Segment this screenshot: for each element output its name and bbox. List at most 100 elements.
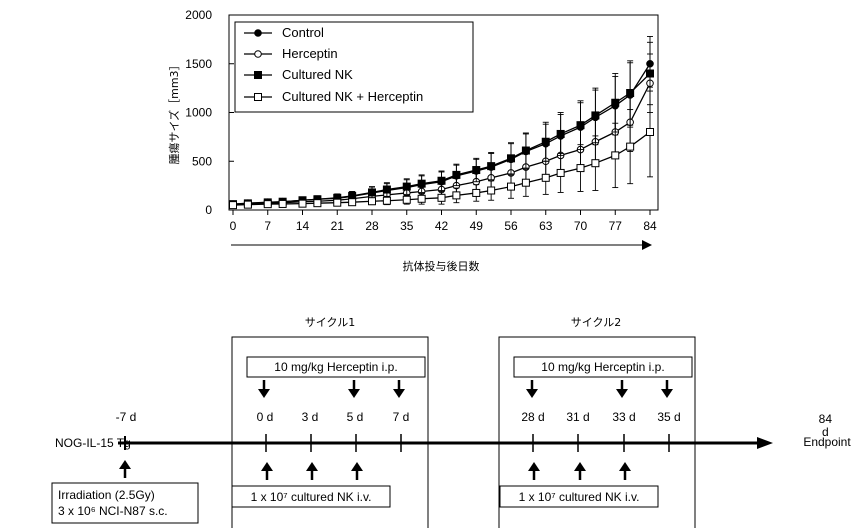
day-label: 33 d [612, 410, 635, 424]
data-point [646, 69, 654, 78]
x-tick-label: 35 [400, 219, 414, 233]
y-tick-label: 500 [192, 154, 212, 168]
series-cultured-nk-herceptin [229, 86, 654, 210]
data-point [229, 201, 237, 210]
x-tick-label: 49 [470, 219, 484, 233]
data-point [591, 111, 600, 120]
day-label: 5 d [347, 410, 364, 424]
y-tick-label: 2000 [185, 8, 212, 22]
day-label: 28 d [521, 410, 544, 424]
cycle-1-nk-label: 1 x 10⁷ cultured NK i.v. [251, 490, 372, 504]
x-tick-label: 21 [331, 219, 345, 233]
data-point [298, 199, 307, 208]
legend-label-control: Control [282, 25, 324, 40]
timeline-ticks [124, 434, 670, 452]
data-point [626, 142, 635, 151]
down-arrow-icon [393, 389, 405, 398]
x-tick-label: 56 [504, 219, 518, 233]
data-point [437, 193, 446, 202]
start-day-label: -7 d [116, 410, 137, 424]
legend-item-control: Control [244, 25, 324, 40]
cycle-1-title: サイクル1 [305, 316, 355, 329]
data-point [611, 98, 620, 107]
endpoint-unit: d [822, 425, 829, 439]
down-arrow-icon [661, 389, 673, 398]
tumor-growth-chart: 0 500 1000 1500 2000 0 7 14 21 28 35 42 49 56 63 70 77 8… [167, 8, 659, 273]
data-point [521, 178, 530, 187]
data-point [333, 198, 342, 207]
x-tick-label: 0 [230, 219, 237, 233]
data-point [472, 166, 481, 175]
legend-marker-filled-circle [254, 29, 262, 37]
data-point [278, 199, 287, 208]
data-point [452, 191, 461, 200]
irradiation-box [51, 482, 199, 524]
data-point [591, 159, 600, 168]
data-point [348, 198, 357, 207]
x-tick-label: 42 [435, 219, 449, 233]
x-tick-label: 84 [643, 219, 657, 233]
cycle-2-nk-label: 1 x 10⁷ cultured NK i.v. [519, 490, 640, 504]
legend-box [234, 21, 474, 113]
down-arrow-icon [616, 389, 628, 398]
data-point [541, 137, 550, 146]
cycle-1-nk-box [231, 485, 391, 508]
legend: Control Herceptin Cultured NK Cultured N… [234, 21, 474, 113]
cycle-1-nk-arrows [261, 462, 363, 480]
cycle-2-herceptin-arrows [526, 380, 673, 398]
data-point [646, 128, 654, 136]
day-label: 0 d [257, 410, 274, 424]
up-arrow-icon [306, 462, 318, 471]
cycle-2-nk-arrows [528, 462, 631, 480]
legend-label-cultured-nk-herceptin: Cultured NK + Herceptin [282, 89, 423, 104]
up-arrow-icon [119, 460, 131, 469]
data-point [576, 164, 585, 173]
x-axis-label: 抗体投与後日数 [403, 259, 480, 273]
cycle-1-herceptin-label: 10 mg/kg Herceptin i.p. [274, 360, 397, 374]
cycle-2-herceptin-label: 10 mg/kg Herceptin i.p. [541, 360, 664, 374]
legend-label-cultured-nk: Cultured NK [282, 67, 353, 82]
cycle-1-herceptin-box [246, 356, 426, 378]
y-axis: 0 500 1000 1500 2000 [185, 8, 234, 217]
data-point [402, 182, 411, 191]
data-point [487, 162, 496, 171]
cycle-2-title: サイクル2 [571, 316, 621, 329]
data-point [576, 121, 585, 130]
data-point [541, 173, 550, 182]
x-tick-label: 14 [296, 219, 310, 233]
data-point [382, 196, 391, 205]
timeline-arrowhead-icon [757, 437, 773, 449]
y-tick-label: 1500 [185, 57, 212, 71]
cycle-2-frame [498, 336, 696, 528]
data-point [243, 200, 252, 209]
legend-item-cultured-nk-herceptin: Cultured NK + Herceptin [244, 89, 423, 104]
up-arrow-icon [261, 462, 273, 471]
data-point [437, 176, 446, 185]
up-arrow-icon [528, 462, 540, 471]
legend-marker-open-circle [254, 50, 262, 58]
mouse-strain-label: NOG-IL-15 Tg [55, 436, 131, 450]
day-label: 35 d [657, 410, 680, 424]
day-label: 7 d [393, 410, 410, 424]
cycle-1: サイクル1 10 mg/kg Herceptin i.p. 0 d 3 d 5 … [231, 316, 429, 528]
endpoint-day: 84 [819, 412, 833, 426]
series-layer [229, 36, 654, 210]
cycle-2: サイクル2 10 mg/kg Herceptin i.p. 28 d 31 d … [498, 316, 696, 528]
cycle-1-herceptin-arrows [258, 380, 405, 398]
treatment-schedule: サイクル1 10 mg/kg Herceptin i.p. 0 d 3 d 5 … [51, 316, 851, 528]
day-label: 31 d [566, 410, 589, 424]
x-tick-label: 70 [574, 219, 588, 233]
legend-item-herceptin: Herceptin [244, 46, 338, 61]
irradiation-arrow [119, 460, 131, 478]
data-point [452, 170, 461, 179]
y-tick-label: 1000 [185, 106, 212, 120]
cycle-1-frame [231, 336, 429, 528]
cycle-2-nk-box [499, 485, 659, 508]
y-tick-label: 0 [205, 203, 212, 217]
irradiation-line-1: Irradiation (2.5Gy) [58, 488, 155, 502]
cycle-2-herceptin-box [513, 356, 693, 378]
up-arrow-icon [351, 462, 363, 471]
x-tick-label: 77 [609, 219, 623, 233]
irradiation-line-2: 3 x 10⁶ NCI-N87 s.c. [58, 504, 168, 518]
